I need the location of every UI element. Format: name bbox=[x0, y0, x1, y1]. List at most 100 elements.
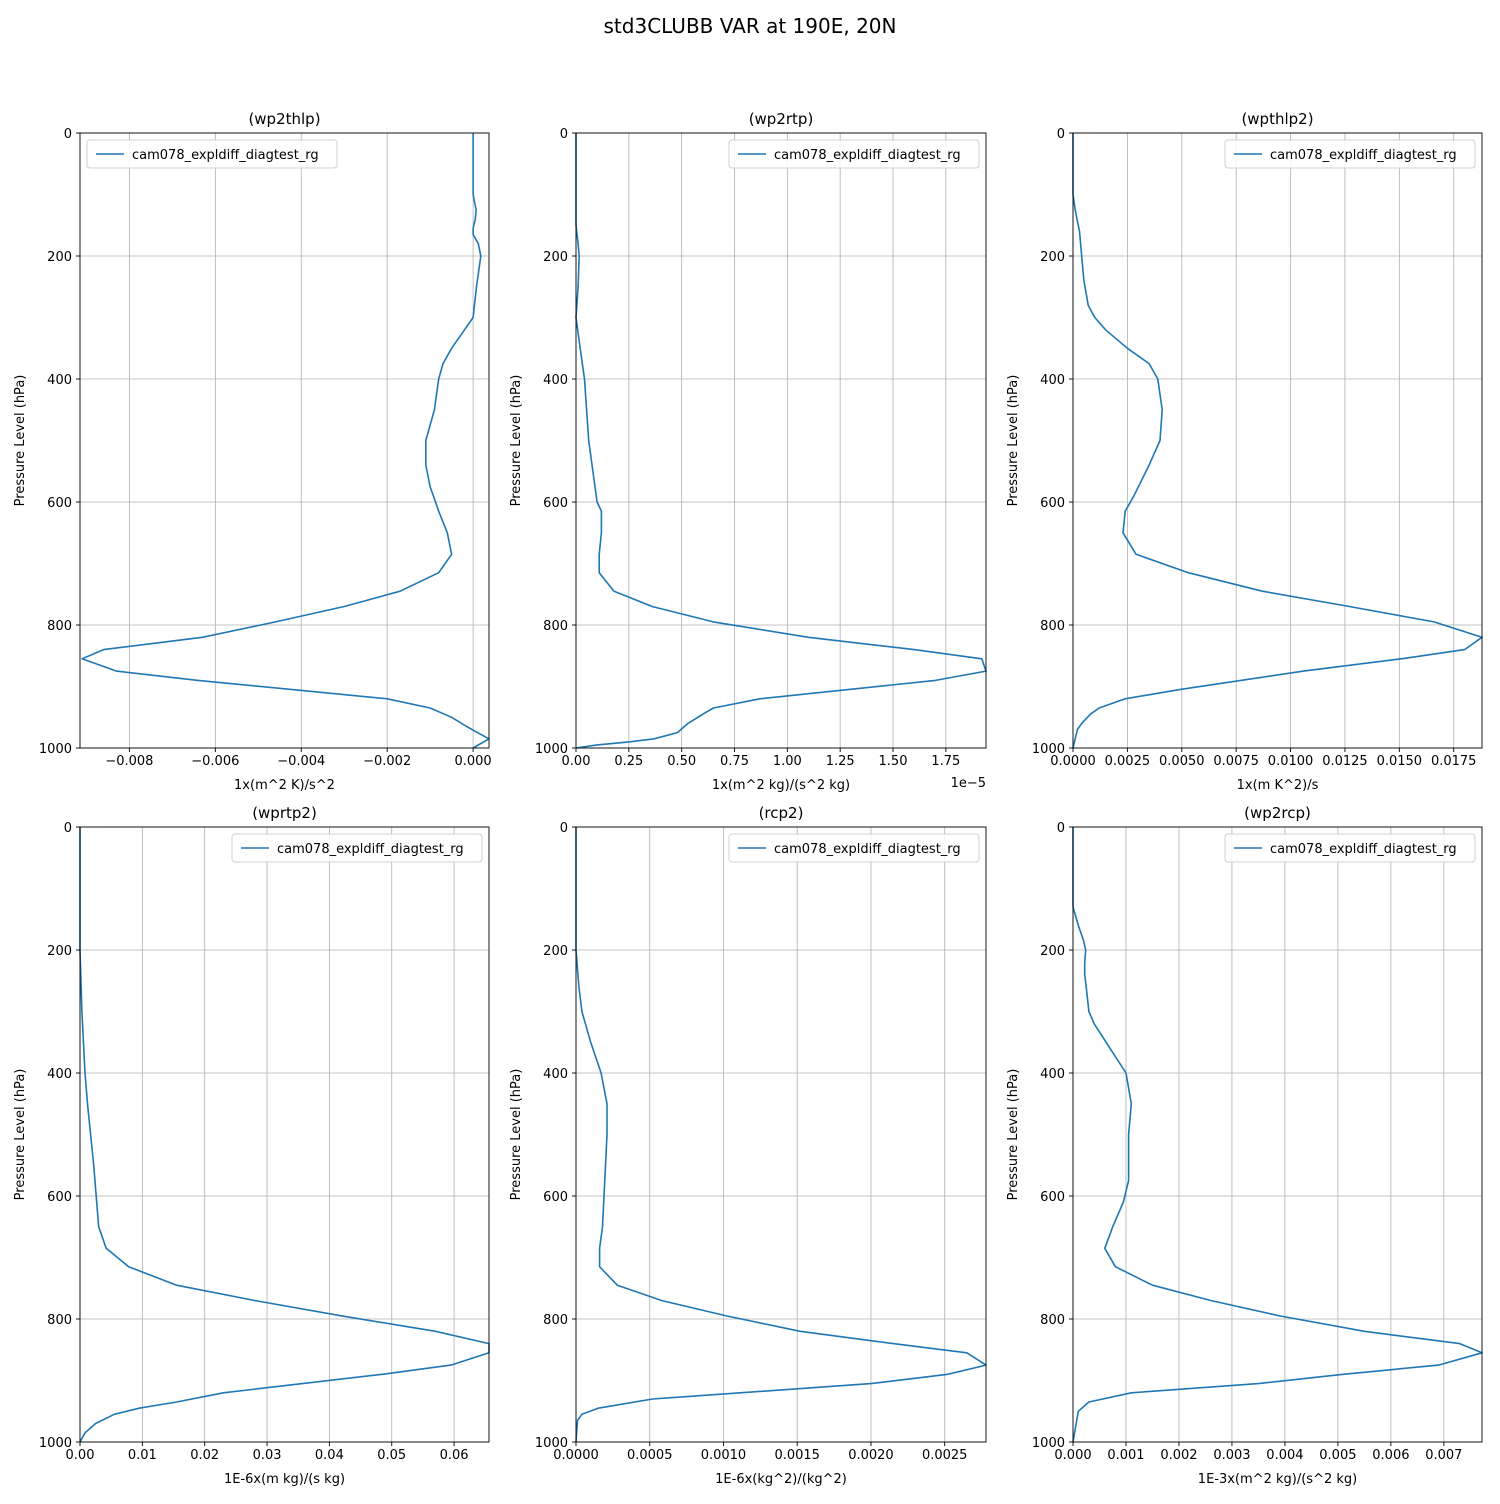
panel-title: (wpthlp2) bbox=[1241, 110, 1313, 128]
legend-label: cam078_expldiff_diagtest_rg bbox=[132, 148, 319, 163]
legend-box bbox=[86, 139, 338, 169]
y-tick-label: 200 bbox=[47, 250, 72, 265]
y-tick-label: 800 bbox=[543, 619, 568, 634]
y-tick-label: 600 bbox=[47, 1190, 72, 1205]
y-tick-label: 400 bbox=[1040, 373, 1065, 388]
y-tick-label: 800 bbox=[543, 1313, 568, 1328]
legend-label: cam078_expldiff_diagtest_rg bbox=[774, 148, 961, 163]
y-tick-label: 200 bbox=[543, 250, 568, 265]
y-tick-label: 1000 bbox=[535, 742, 568, 757]
x-axis-label: 1x(m K^2)/s bbox=[1237, 778, 1319, 793]
y-tick-label: 600 bbox=[1040, 496, 1065, 511]
panel-4: 0.00 0.01 0.02 0.03 0.04 0.05 0.06 0 200 400 600 80… bbox=[13, 804, 490, 1487]
x-tick-label: 0.02 bbox=[190, 1448, 219, 1463]
x-tick-label: 0.00 bbox=[562, 754, 591, 769]
x-tick-label: 0.0025 bbox=[922, 1448, 968, 1463]
x-tick-label: −0.002 bbox=[363, 754, 411, 769]
y-tick-label: 1000 bbox=[535, 1436, 568, 1451]
axes-frame bbox=[1072, 826, 1483, 1443]
legend: cam078_expldiff_diagtest_rg bbox=[1224, 833, 1476, 863]
panel-5: 0.0000 0.0005 0.0010 0.0015 0.0020 0.0025 0 200… bbox=[509, 804, 987, 1487]
panel-6: 0.000 0.001 0.002 0.003 0.004 0.005 0.006 0.007… bbox=[1006, 804, 1483, 1487]
legend: cam078_expldiff_diagtest_rg bbox=[728, 833, 980, 863]
x-tick-label: 0.0075 bbox=[1213, 754, 1259, 769]
axes-frame bbox=[79, 132, 490, 749]
x-tick-label: 0.06 bbox=[440, 1448, 469, 1463]
x-tick-label: 0.000 bbox=[454, 754, 491, 769]
legend-label: cam078_expldiff_diagtest_rg bbox=[277, 842, 464, 857]
x-tick-label: 1.25 bbox=[826, 754, 855, 769]
panel-title: (wp2rcp) bbox=[1244, 804, 1311, 822]
x-tick-label: 0.0125 bbox=[1322, 754, 1368, 769]
x-tick-label: 0.00 bbox=[66, 1448, 95, 1463]
legend-box bbox=[231, 833, 483, 863]
y-tick-label: 600 bbox=[543, 1190, 568, 1205]
x-tick-label: 1.00 bbox=[773, 754, 802, 769]
x-tick-label: 0.03 bbox=[253, 1448, 282, 1463]
y-tick-label: 600 bbox=[47, 496, 72, 511]
x-tick-label: 0.75 bbox=[720, 754, 749, 769]
legend: cam078_expldiff_diagtest_rg bbox=[231, 833, 483, 863]
y-tick-label: 400 bbox=[1040, 1067, 1065, 1082]
y-tick-label: 800 bbox=[1040, 619, 1065, 634]
y-tick-label: 200 bbox=[1040, 250, 1065, 265]
x-tick-label: 0.01 bbox=[128, 1448, 157, 1463]
axes-frame bbox=[575, 826, 987, 1443]
series-line bbox=[79, 827, 490, 1443]
x-tick-label: 1.50 bbox=[879, 754, 908, 769]
axes-frame bbox=[79, 826, 490, 1443]
y-axis-label: Pressure Level (hPa) bbox=[13, 1069, 28, 1201]
x-axis-label: 1E-6x(m kg)/(s kg) bbox=[224, 1472, 345, 1487]
x-tick-label: −0.006 bbox=[191, 754, 239, 769]
x-tick-label: 0.0100 bbox=[1268, 754, 1314, 769]
legend: cam078_expldiff_diagtest_rg bbox=[86, 139, 338, 169]
x-tick-label: 0.0000 bbox=[553, 1448, 599, 1463]
y-tick-label: 200 bbox=[1040, 944, 1065, 959]
panel-title: (wp2rtp) bbox=[749, 110, 814, 128]
x-axis-label: 1x(m^2 kg)/(s^2 kg) bbox=[712, 778, 850, 793]
panel-1: −0.008 −0.006 −0.004 −0.002 0.000 0 200 400 600 8… bbox=[13, 110, 492, 793]
x-axis-label: 1E-6x(kg^2)/(kg^2) bbox=[715, 1472, 847, 1487]
x-tick-label: 0.004 bbox=[1266, 1448, 1303, 1463]
legend-box bbox=[728, 833, 980, 863]
series-line bbox=[575, 133, 987, 749]
x-tick-label: 0.0150 bbox=[1377, 754, 1423, 769]
x-tick-label: 0.50 bbox=[667, 754, 696, 769]
y-tick-label: 400 bbox=[543, 373, 568, 388]
y-tick-label: 400 bbox=[47, 373, 72, 388]
x-tick-label: 0.0010 bbox=[701, 1448, 747, 1463]
x-tick-label: 0.003 bbox=[1213, 1448, 1250, 1463]
series-line bbox=[575, 827, 987, 1443]
x-tick-label: 0.001 bbox=[1107, 1448, 1144, 1463]
y-axis-label: Pressure Level (hPa) bbox=[509, 1069, 524, 1201]
y-tick-label: 1000 bbox=[39, 742, 72, 757]
panel-title: (wp2thlp) bbox=[248, 110, 320, 128]
x-tick-label: 0.006 bbox=[1372, 1448, 1409, 1463]
y-tick-label: 800 bbox=[1040, 1313, 1065, 1328]
x-axis-label: 1E-3x(m^2 kg)/(s^2 kg) bbox=[1198, 1472, 1357, 1487]
axes-frame bbox=[575, 132, 987, 749]
x-tick-label: 0.0050 bbox=[1159, 754, 1205, 769]
y-tick-label: 1000 bbox=[39, 1436, 72, 1451]
x-axis-label: 1x(m^2 K)/s^2 bbox=[234, 778, 335, 793]
legend: cam078_expldiff_diagtest_rg bbox=[1224, 139, 1476, 169]
y-axis-label: Pressure Level (hPa) bbox=[1006, 1069, 1021, 1201]
legend-box bbox=[1224, 139, 1476, 169]
x-tick-label: 1.75 bbox=[931, 754, 960, 769]
y-tick-label: 800 bbox=[47, 1313, 72, 1328]
figure-title: std3CLUBB VAR at 190E, 20N bbox=[603, 14, 897, 38]
x-tick-label: 0.0025 bbox=[1105, 754, 1151, 769]
y-tick-label: 600 bbox=[543, 496, 568, 511]
y-tick-label: 600 bbox=[1040, 1190, 1065, 1205]
y-tick-label: 800 bbox=[47, 619, 72, 634]
panel-title: (rcp2) bbox=[759, 804, 804, 822]
legend-box bbox=[728, 139, 980, 169]
x-tick-label: 0.0020 bbox=[848, 1448, 894, 1463]
panel-3: 0.0000 0.0025 0.0050 0.0075 0.0100 0.0125 0.01… bbox=[1006, 110, 1483, 793]
x-tick-label: 0.0005 bbox=[627, 1448, 673, 1463]
y-tick-label: 0 bbox=[560, 127, 568, 142]
axes-frame bbox=[1072, 132, 1483, 749]
y-tick-label: 200 bbox=[543, 944, 568, 959]
x-tick-label: 0.05 bbox=[377, 1448, 406, 1463]
